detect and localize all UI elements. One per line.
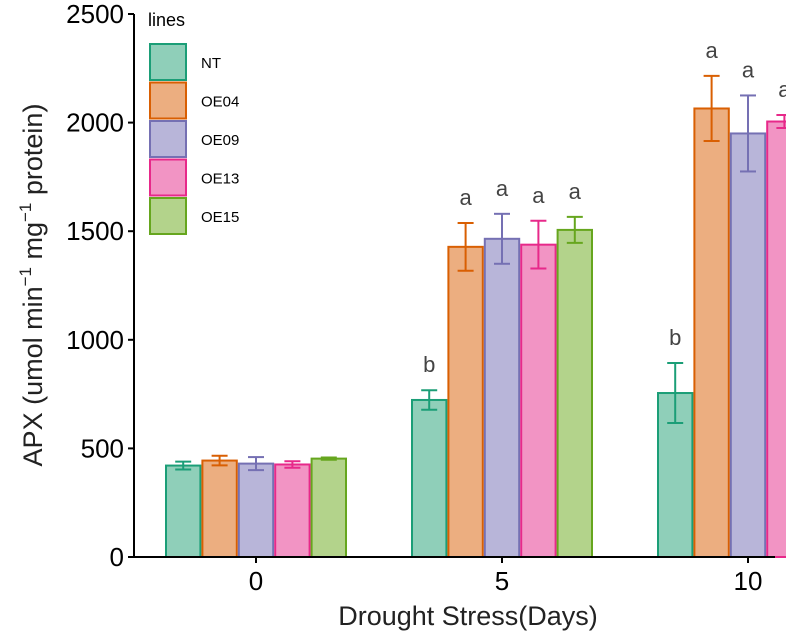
significance-letter: b — [669, 325, 681, 350]
error-bar — [740, 94, 756, 173]
error-bar — [703, 74, 720, 143]
error-bar — [667, 362, 684, 424]
error-bar — [248, 456, 264, 472]
error-bar — [211, 454, 228, 467]
bar-nt-day-0 — [165, 464, 202, 559]
significance-letter: a — [569, 179, 582, 204]
significance-letter: a — [459, 185, 472, 210]
significance-letter: a — [705, 38, 718, 63]
legend-label: OE09 — [201, 132, 239, 149]
bar-oe04-day-10 — [693, 107, 730, 559]
bar-oe15-day-0 — [310, 457, 348, 558]
error-bar — [284, 460, 301, 469]
bars-layer: bbaaaaaaaa — [165, 38, 786, 559]
legend-label: OE15 — [201, 209, 239, 226]
significance-letter: a — [778, 77, 786, 102]
legend-key-oe04 — [149, 81, 187, 120]
error-bar — [320, 456, 337, 461]
y-tick-label: 1000 — [66, 325, 124, 355]
bar-oe09-day-10 — [729, 132, 767, 559]
legend-label: NT — [201, 55, 221, 72]
legend-key-oe15 — [149, 197, 187, 235]
bar-oe04-day-0 — [201, 459, 238, 558]
bar-oe13-day-0 — [274, 463, 311, 559]
error-bar — [494, 212, 510, 265]
significance-letter: b — [423, 352, 435, 377]
error-bar — [776, 113, 786, 130]
bar-oe04-day-5 — [447, 245, 484, 558]
bar-oe09-day-0 — [237, 462, 275, 558]
y-label-sup: −1 — [16, 203, 35, 222]
legend-title: lines — [148, 10, 185, 30]
error-bar — [421, 389, 438, 411]
bar-oe09-day-5 — [483, 237, 521, 558]
significance-letter: a — [496, 176, 509, 201]
legend-key-oe09 — [149, 120, 187, 158]
significance-letter: a — [742, 57, 755, 82]
y-tick-label: 1500 — [66, 216, 124, 246]
bar-oe13-day-10 — [766, 120, 786, 558]
legend-key-nt — [149, 43, 187, 81]
y-label-sup: −1 — [16, 267, 35, 286]
y-tick-label: 2500 — [66, 0, 124, 29]
y-tick-label: 0 — [110, 542, 124, 572]
error-bar — [530, 219, 547, 270]
y-axis-label: APX (umol min−1 mg−1 protein) — [16, 104, 48, 467]
significance-letter: a — [532, 183, 545, 208]
y-label-part: APX (umol min — [18, 286, 48, 466]
error-bar — [457, 221, 474, 272]
y-tick-label: 2000 — [66, 108, 124, 138]
legend-label: OE04 — [201, 94, 239, 111]
x-axis-label: Drought Stress(Days) — [338, 601, 598, 631]
error-bar — [175, 460, 192, 471]
legend: lines NT OE04 OE09 OE13 OE15 — [148, 10, 239, 235]
legend-key-oe13 — [149, 158, 187, 197]
x-tick-label: 5 — [495, 566, 509, 596]
bar-oe15-day-5 — [556, 228, 593, 559]
x-tick-label: 0 — [249, 566, 263, 596]
y-label-part: protein) — [18, 104, 48, 203]
y-tick-label: 500 — [81, 433, 124, 463]
error-bar — [566, 215, 583, 244]
bar-oe13-day-5 — [520, 243, 557, 558]
legend-label: OE13 — [201, 171, 239, 188]
x-tick-label: 10 — [734, 566, 763, 596]
axes-layer: 0 500 1000 1500 2000 2500 0 5 10 — [66, 0, 775, 596]
bar-nt-day-5 — [411, 398, 448, 558]
y-label-part: mg — [18, 222, 48, 267]
